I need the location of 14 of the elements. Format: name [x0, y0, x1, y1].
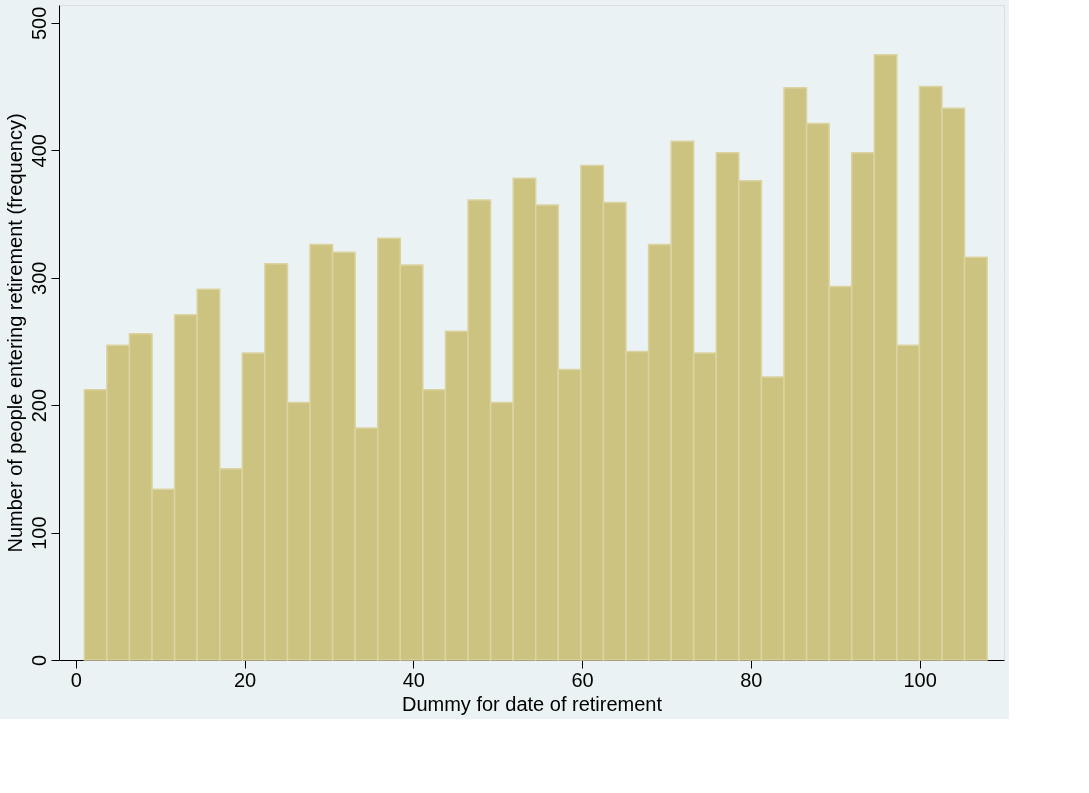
- y-tick-label: 400: [27, 134, 50, 168]
- y-tick-label: 200: [27, 388, 50, 423]
- y-tick-label: 500: [27, 6, 50, 41]
- x-tick-label: 60: [571, 668, 594, 691]
- y-axis-title: Number of people entering retirement (frequency): [3, 113, 26, 553]
- x-tick-label: 0: [70, 668, 82, 691]
- x-axis-title: Dummy for date of retirement: [401, 692, 663, 715]
- x-tick-label: 40: [402, 668, 425, 691]
- x-tick-label: 20: [234, 668, 257, 691]
- x-tick-label: 100: [903, 668, 937, 691]
- y-tick-label: 100: [27, 516, 50, 550]
- y-tick-label: 300: [27, 261, 50, 295]
- y-tick-label: 0: [27, 654, 50, 667]
- x-tick-label: 80: [740, 668, 763, 691]
